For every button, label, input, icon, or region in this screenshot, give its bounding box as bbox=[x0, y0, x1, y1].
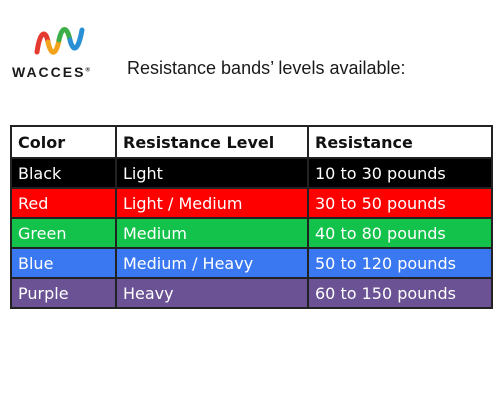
table-row: Red Light / Medium 30 to 50 pounds bbox=[10, 187, 493, 219]
header-color: Color bbox=[10, 125, 117, 159]
cell-resistance: 40 to 80 pounds bbox=[307, 217, 493, 249]
table-header-row: Color Resistance Level Resistance bbox=[10, 125, 493, 159]
brand-logo: WACCES® bbox=[12, 22, 107, 82]
resistance-table: Color Resistance Level Resistance Black … bbox=[10, 125, 493, 309]
cell-resistance: 50 to 120 pounds bbox=[307, 247, 493, 279]
table-row: Black Light 10 to 30 pounds bbox=[10, 157, 493, 189]
cell-resistance: 10 to 30 pounds bbox=[307, 157, 493, 189]
cell-color: Red bbox=[10, 187, 117, 219]
table-row: Green Medium 40 to 80 pounds bbox=[10, 217, 493, 249]
brand-name: WACCES® bbox=[12, 64, 90, 80]
cell-resistance: 30 to 50 pounds bbox=[307, 187, 493, 219]
table-row: Blue Medium / Heavy 50 to 120 pounds bbox=[10, 247, 493, 279]
wave-logo-icon bbox=[34, 27, 85, 55]
cell-color: Black bbox=[10, 157, 117, 189]
header-resistance: Resistance bbox=[307, 125, 493, 159]
cell-level: Light bbox=[115, 157, 309, 189]
cell-color: Purple bbox=[10, 277, 117, 309]
cell-resistance: 60 to 150 pounds bbox=[307, 277, 493, 309]
page-title: Resistance bands’ levels available: bbox=[127, 58, 406, 78]
cell-level: Medium / Heavy bbox=[115, 247, 309, 279]
cell-level: Heavy bbox=[115, 277, 309, 309]
cell-level: Light / Medium bbox=[115, 187, 309, 219]
header-resistance-level: Resistance Level bbox=[115, 125, 309, 159]
cell-level: Medium bbox=[115, 217, 309, 249]
cell-color: Blue bbox=[10, 247, 117, 279]
cell-color: Green bbox=[10, 217, 117, 249]
table-row: Purple Heavy 60 to 150 pounds bbox=[10, 277, 493, 309]
